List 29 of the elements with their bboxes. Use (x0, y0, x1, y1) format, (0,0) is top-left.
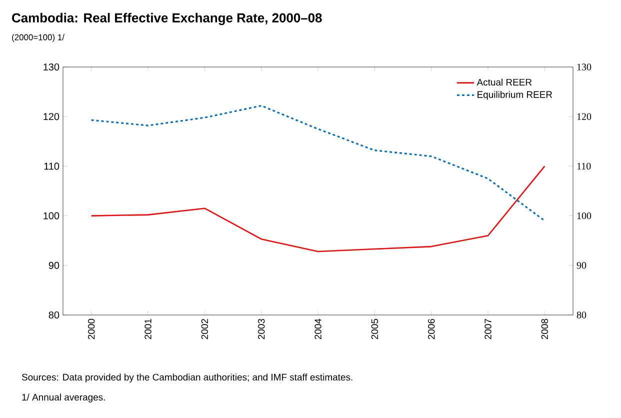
y-tick-label: 110 (44, 162, 60, 170)
x-tick-label: 2004 (314, 318, 322, 340)
x-tick-label: 2003 (258, 318, 265, 340)
y2-tick-label: 110 (577, 162, 591, 170)
legend-label: Actual REER (476, 78, 532, 86)
y-tick-label: 90 (48, 262, 60, 269)
y2-tick-label: 120 (577, 113, 592, 120)
x-tick-label: 2000 (88, 318, 95, 340)
y2-tick-label: 90 (576, 262, 586, 269)
y-tick-label: 120 (44, 113, 60, 120)
line-series (90, 104, 546, 222)
x-tick-label: 2006 (428, 318, 435, 340)
y2-tick-label: 130 (577, 64, 592, 70)
text: 1/ Annual averages. (22, 394, 105, 402)
chart-title: Cambodia: Real Effective Exchange Rate, 2000–08 (12, 12, 322, 26)
y2-tick-label: 80 (576, 312, 586, 318)
y2-tick-label: 100 (577, 212, 592, 220)
y-tick-label: 80 (48, 311, 60, 319)
legend-label: Equilibrium REER (478, 90, 552, 100)
x-tick-label: 2001 (144, 318, 152, 340)
y-tick-label: 130 (44, 63, 60, 71)
x-tick-label: 2007 (484, 318, 492, 340)
line-series (90, 166, 546, 252)
x-tick-label: 2005 (371, 318, 378, 340)
x-tick-label: 2002 (201, 318, 208, 340)
x-tick-label: 2008 (541, 318, 548, 340)
source-note: Sources: Data provided by the Cambodian authorities; and IMF staff estimates. (22, 374, 352, 382)
y-tick-label: 100 (44, 212, 60, 220)
chart-subtitle: (2000=100) 1/ (12, 34, 64, 42)
